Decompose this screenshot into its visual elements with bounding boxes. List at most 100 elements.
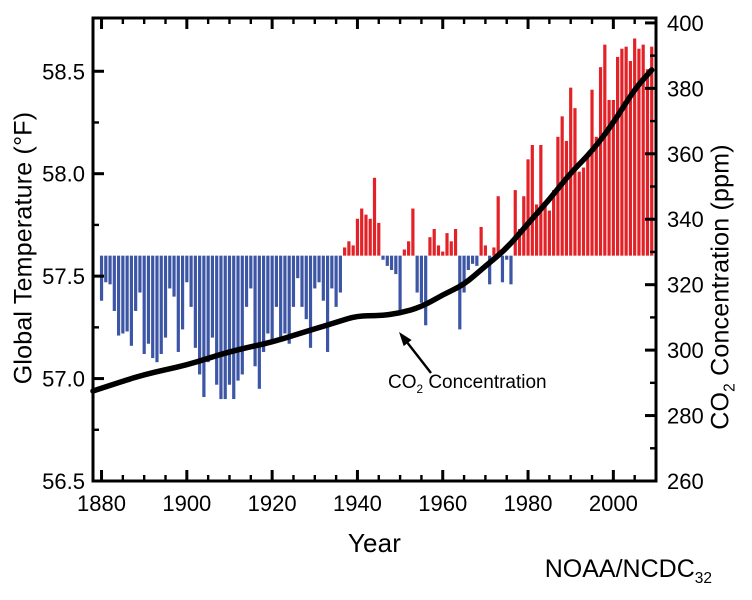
attribution-main: NOAA/NCDC — [544, 555, 695, 583]
temp-bar-1880 — [99, 255, 104, 301]
temp-bar-1959 — [436, 245, 441, 256]
temp-bar-1889 — [138, 255, 142, 293]
temp-bar-1913 — [240, 255, 244, 375]
y-right-tick-260: 260 — [667, 469, 704, 494]
temp-bar-1951 — [402, 249, 406, 256]
co2-concentration-line — [90, 67, 655, 394]
temp-bar-1881 — [104, 255, 108, 283]
temp-bar-1947 — [385, 255, 389, 266]
y-axis-left-title-text: Global Temperature (°F) — [9, 111, 38, 385]
x-tick-1960: 1960 — [418, 491, 467, 516]
temp-bar-1898 — [176, 255, 180, 352]
temp-bar-1985 — [547, 210, 551, 256]
temp-bar-1944 — [372, 177, 377, 256]
temp-bar-1942 — [364, 214, 368, 256]
temp-bar-1991 — [573, 108, 577, 256]
temp-bar-1882 — [108, 255, 112, 285]
temp-bar-1899 — [180, 255, 185, 330]
y-right-tick-300: 300 — [667, 338, 704, 363]
temp-bar-1912 — [236, 255, 240, 381]
temp-bar-1963 — [453, 229, 458, 256]
temp-bar-1972 — [492, 247, 496, 256]
temp-bar-1946 — [381, 255, 385, 260]
temp-bar-1976 — [509, 255, 513, 285]
temp-bar-1897 — [172, 255, 176, 297]
temp-bar-1923 — [283, 255, 287, 334]
temp-bar-1891 — [146, 255, 151, 344]
temp-bar-2003 — [624, 46, 628, 256]
x-tick-1900: 1900 — [162, 491, 211, 516]
temp-bar-1914 — [244, 255, 249, 307]
x-tick-1940: 1940 — [333, 491, 382, 516]
y-left-tick-58: 58.0 — [42, 162, 85, 187]
y-right-tick-400: 400 — [667, 11, 704, 36]
temp-bar-2007 — [641, 44, 645, 256]
temp-bar-1895 — [163, 255, 168, 338]
x-tick-1920: 1920 — [248, 491, 297, 516]
temp-bar-1908 — [219, 255, 223, 400]
temp-bar-2005 — [633, 38, 637, 256]
y-right-tick-340: 340 — [667, 207, 704, 232]
temp-bar-1961 — [445, 233, 449, 256]
temp-bar-1956 — [424, 255, 428, 326]
temp-bar-1970 — [483, 245, 487, 256]
temp-bar-1894 — [159, 255, 163, 354]
y-right-tick-380: 380 — [667, 76, 704, 101]
temp-bar-1933 — [325, 255, 330, 352]
temp-bar-1978 — [517, 229, 522, 256]
temp-bar-1920 — [270, 255, 274, 340]
temp-bar-2001 — [616, 56, 620, 256]
temp-bar-1992 — [577, 171, 581, 256]
y-axis-right-title-post: Concentration (ppm) — [706, 144, 735, 384]
co2-annotation-post: Concentration — [423, 372, 547, 393]
temp-bar-1919 — [266, 255, 270, 334]
temp-bar-1935 — [334, 255, 338, 307]
temp-bar-1909 — [223, 255, 227, 400]
temp-bar-1939 — [351, 245, 355, 256]
annotation-arrow — [399, 332, 432, 374]
temp-bar-1885 — [121, 255, 125, 334]
temp-bar-1925 — [291, 255, 296, 307]
temp-bar-1918 — [262, 255, 266, 352]
temp-bar-1940 — [355, 218, 360, 256]
temp-bar-1893 — [155, 255, 159, 363]
temp-bar-2009 — [650, 46, 654, 256]
temp-bar-1900 — [185, 255, 189, 283]
temp-bar-2008 — [645, 69, 650, 256]
temp-bar-1903 — [198, 255, 202, 375]
temp-bar-1938 — [347, 241, 351, 256]
temp-bar-1977 — [513, 190, 517, 256]
temp-bar-1916 — [253, 255, 257, 367]
temp-bar-1994 — [586, 153, 590, 256]
axes-frame-and-ticks — [91, 16, 658, 483]
temp-bar-1910 — [227, 255, 232, 385]
temp-bar-1922 — [279, 255, 283, 338]
temp-bar-1934 — [330, 255, 334, 289]
temp-bar-1953 — [411, 208, 415, 256]
temp-bar-1973 — [496, 196, 500, 256]
temp-bar-1896 — [168, 255, 172, 289]
temp-bar-2000 — [611, 99, 615, 256]
co2-annotation-label: CO2 Concentration — [388, 372, 547, 396]
temp-bar-1974 — [500, 255, 505, 283]
x-tick-1880: 1880 — [77, 491, 126, 516]
temp-bar-1936 — [338, 255, 342, 293]
temp-bar-1960 — [441, 251, 445, 256]
temp-bar-1932 — [321, 255, 325, 301]
temp-bar-2004 — [628, 61, 633, 256]
temperature-bars — [99, 38, 654, 400]
x-axis-title: Year — [93, 528, 656, 559]
temp-bar-1937 — [343, 247, 347, 256]
temp-bar-1982 — [534, 204, 539, 256]
temp-bar-1980 — [526, 159, 530, 256]
temp-bar-1888 — [134, 255, 138, 311]
attribution-text: NOAA/NCDC32 — [545, 555, 712, 588]
temp-bar-1966 — [466, 255, 470, 270]
temp-bar-1943 — [368, 218, 372, 256]
x-axis-title-text: Year — [347, 528, 402, 558]
temp-bar-1952 — [407, 241, 411, 256]
co2-annotation-pre: CO — [388, 372, 417, 393]
temp-bar-1902 — [193, 255, 197, 348]
